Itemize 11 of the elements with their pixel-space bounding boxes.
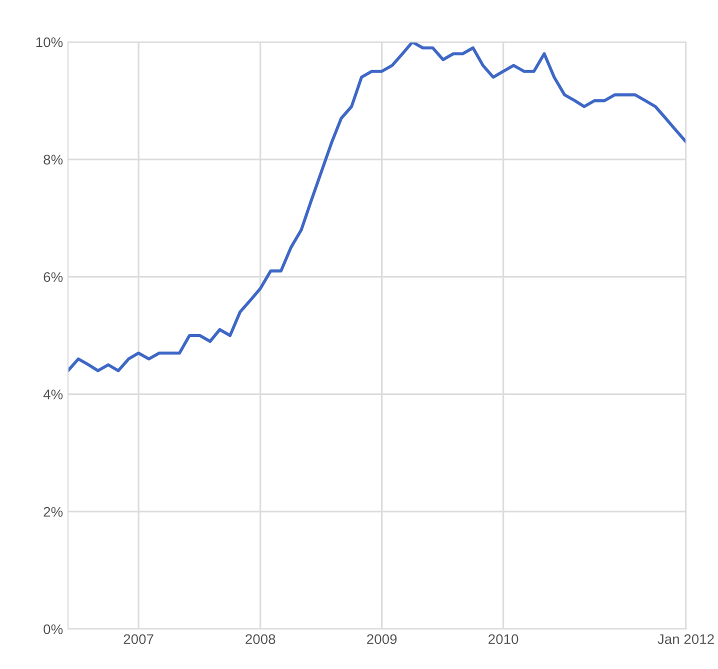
x-tick-label: 2008: [246, 634, 276, 644]
y-tick-label: 2%: [44, 506, 63, 517]
y-tick-label: 6%: [44, 272, 63, 282]
y-tick-label: 10%: [36, 37, 63, 48]
y-tick-label: 8%: [44, 154, 63, 165]
x-tick-label: 2009: [367, 634, 397, 644]
x-tick-label: 2007: [124, 634, 154, 644]
x-tick-label: 2010: [488, 634, 518, 644]
y-tick-label: 0%: [44, 624, 63, 634]
y-tick-label: 4%: [43, 390, 63, 400]
x-tick-label: Jan 2012: [658, 634, 714, 644]
